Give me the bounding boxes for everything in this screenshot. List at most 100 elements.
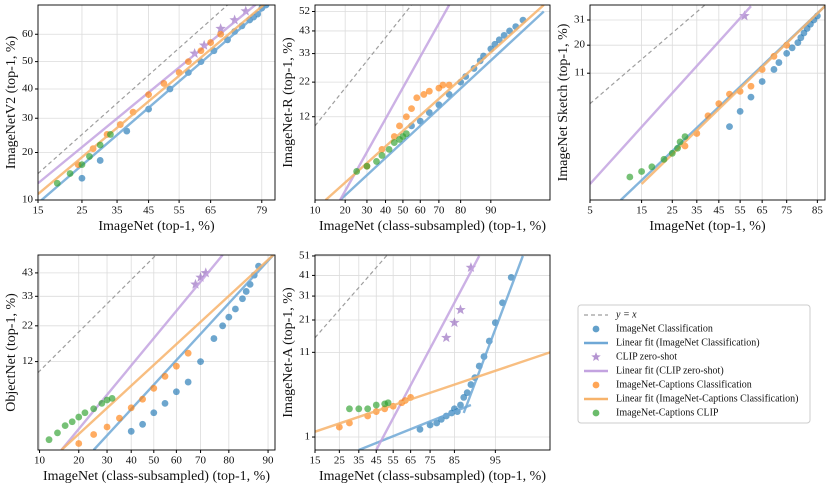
x-axis-label: ImageNet (top-1, %) bbox=[98, 219, 215, 234]
axes-frame bbox=[589, 4, 826, 201]
point bbox=[45, 436, 53, 444]
x-tick-label: 5 bbox=[587, 205, 593, 217]
y-axis-label: ImageNet-A (top-1, %) bbox=[281, 287, 296, 418]
point bbox=[681, 133, 689, 140]
x-tick-label: 70 bbox=[195, 455, 207, 467]
y-tick-label: 50 bbox=[22, 55, 34, 67]
point bbox=[455, 304, 466, 315]
x-tick-label: 15 bbox=[636, 205, 648, 217]
point bbox=[139, 395, 146, 403]
x-tick-label: 25 bbox=[76, 205, 88, 217]
point bbox=[215, 23, 226, 34]
fit-line bbox=[358, 403, 472, 450]
x-tick-label: 45 bbox=[143, 205, 155, 217]
point bbox=[225, 313, 233, 321]
point bbox=[335, 423, 343, 431]
point bbox=[150, 409, 158, 417]
point bbox=[90, 431, 98, 438]
x-tick-label: 75 bbox=[781, 205, 793, 217]
x-tick-label: 90 bbox=[485, 205, 497, 217]
point bbox=[54, 429, 61, 437]
legend-swatch bbox=[591, 352, 601, 362]
x-tick-label: 55 bbox=[735, 205, 747, 217]
point bbox=[736, 107, 744, 115]
plot-area bbox=[315, 255, 550, 450]
point bbox=[108, 395, 116, 402]
x-tick-label: 80 bbox=[223, 455, 235, 467]
x-tick-label: 45 bbox=[713, 205, 725, 217]
point bbox=[53, 179, 61, 187]
x-tick-label: 25 bbox=[667, 205, 679, 217]
point bbox=[198, 39, 210, 50]
point bbox=[500, 31, 508, 39]
y-tick-label: 22 bbox=[22, 319, 33, 331]
point bbox=[441, 332, 452, 343]
fit-line bbox=[339, 10, 545, 200]
x-tick-label: 65 bbox=[205, 205, 217, 217]
point bbox=[372, 401, 380, 409]
point bbox=[197, 358, 204, 366]
plot-area bbox=[38, 5, 270, 200]
x-tick-label: 85 bbox=[449, 455, 461, 467]
point bbox=[172, 362, 180, 370]
point bbox=[217, 30, 225, 38]
point bbox=[103, 423, 111, 431]
x-tick-label: 65 bbox=[405, 455, 417, 467]
identity-line bbox=[590, 5, 706, 105]
point bbox=[240, 5, 251, 16]
fit-line bbox=[315, 351, 550, 433]
legend-label: Linear fit (CLIP zero-shot) bbox=[616, 365, 724, 376]
point bbox=[770, 66, 778, 73]
point bbox=[385, 145, 393, 153]
y-tick-label: 10 bbox=[22, 194, 34, 206]
plot-area bbox=[590, 5, 825, 200]
point bbox=[160, 80, 168, 87]
point bbox=[439, 81, 447, 89]
y-tick-label: 43 bbox=[299, 24, 311, 36]
point bbox=[648, 163, 656, 171]
point bbox=[184, 349, 192, 357]
point bbox=[396, 122, 403, 130]
y-tick-label: 43 bbox=[22, 266, 34, 278]
y-tick-label: 33 bbox=[22, 290, 34, 302]
x-tick-label: 35 bbox=[353, 455, 365, 467]
x-tick-label: 95 bbox=[490, 455, 502, 467]
fit-line bbox=[590, 5, 752, 185]
point bbox=[353, 168, 361, 175]
point bbox=[219, 322, 227, 330]
y-tick-label: 1 bbox=[305, 431, 311, 443]
x-tick-label: 85 bbox=[812, 205, 824, 217]
point bbox=[364, 405, 372, 413]
axes-frame bbox=[37, 4, 276, 201]
point bbox=[346, 405, 353, 413]
point bbox=[161, 399, 169, 407]
axes-frame bbox=[314, 4, 551, 201]
point bbox=[75, 413, 83, 421]
point bbox=[66, 170, 74, 177]
point bbox=[402, 113, 410, 121]
point bbox=[408, 105, 415, 112]
identity-line bbox=[315, 255, 389, 339]
point bbox=[78, 174, 86, 182]
x-tick-label: 25 bbox=[334, 455, 346, 467]
y-tick-label: 20 bbox=[574, 39, 586, 51]
x-tick-label: 50 bbox=[397, 205, 409, 217]
point bbox=[139, 420, 146, 428]
x-tick-label: 40 bbox=[380, 205, 392, 217]
y-tick-label: 22 bbox=[299, 76, 310, 88]
point bbox=[390, 139, 398, 146]
point bbox=[98, 399, 106, 407]
point bbox=[384, 399, 392, 407]
fit-line bbox=[92, 255, 275, 450]
point bbox=[68, 418, 76, 426]
point bbox=[78, 161, 86, 169]
point bbox=[96, 157, 104, 164]
y-tick-label: 11 bbox=[299, 346, 310, 358]
y-axis-label: ImageNetV2 (top-1, %) bbox=[4, 35, 19, 169]
legend-label: ImageNet Classification bbox=[616, 323, 713, 334]
point bbox=[373, 158, 380, 165]
point bbox=[116, 414, 123, 422]
point bbox=[207, 39, 215, 46]
point bbox=[378, 152, 386, 159]
x-tick-label: 15 bbox=[33, 205, 45, 217]
